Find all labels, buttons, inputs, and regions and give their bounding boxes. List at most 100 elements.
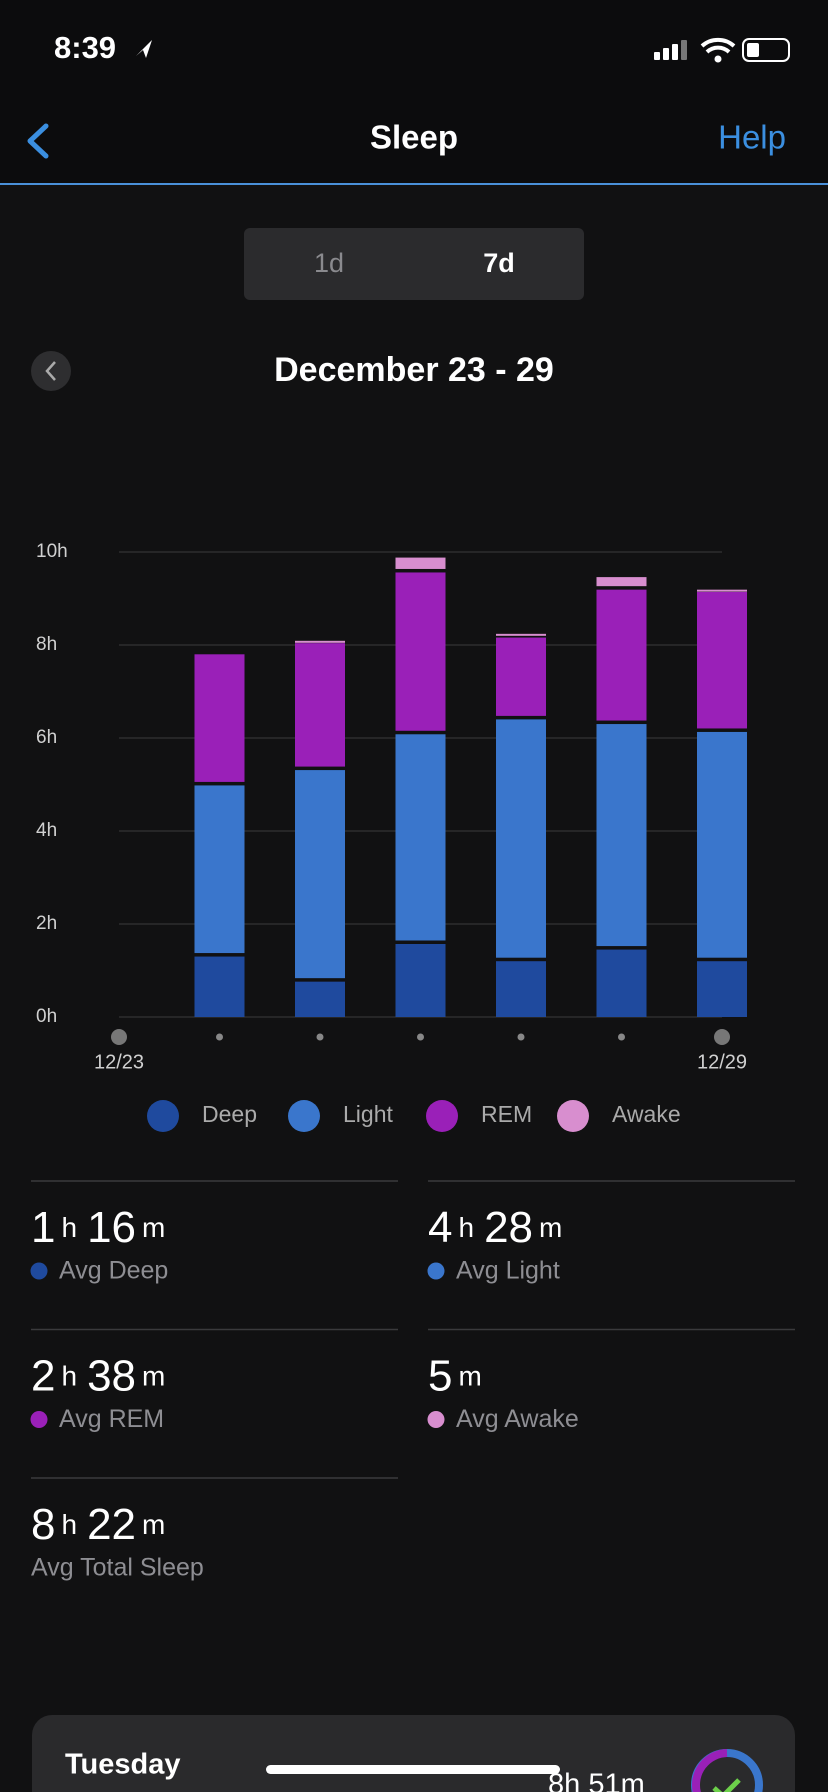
bar-segment [395,943,446,1017]
stat-label: Avg Deep [59,1257,168,1285]
legend-swatch [288,1100,320,1132]
y-tick-label: 10h [36,541,68,562]
card-total: 8h 51m [548,1769,645,1792]
stat-unit: h [61,1212,77,1243]
bar-segment [295,643,345,767]
stat-number: 8 [31,1500,55,1549]
prev-chevron [45,361,56,381]
header-bg [0,0,828,184]
stat-dot [30,1411,48,1428]
stat-label: Avg REM [59,1405,164,1433]
stat-label: Avg Awake [456,1405,579,1433]
legend-label: Deep [202,1101,257,1127]
header-title: Sleep [370,119,458,156]
y-tick-label: 4h [36,820,57,841]
bar-segment [697,731,747,958]
stat-unit: h [458,1212,474,1243]
stat-value: 8 h 22 m [31,1500,165,1549]
bar-segment [596,724,647,947]
wifi-dot [714,55,722,63]
bar-segment [395,734,446,941]
bar-segment [496,637,546,716]
day-dot [417,1033,424,1041]
stat-unit: m [539,1212,562,1243]
help-link[interactable]: Help [718,119,786,156]
stat-dot [427,1262,445,1280]
bar-segment [295,770,345,979]
bar-segment [596,949,647,1017]
stat-number: 1 [31,1203,55,1252]
stat-dot [30,1262,48,1280]
bar-segment [697,591,747,729]
stat-unit: m [142,1361,165,1392]
day-dot [714,1029,730,1045]
card-day: Tuesday [65,1749,181,1781]
day-dot [216,1033,223,1041]
stat-number: 16 [87,1203,136,1252]
y-tick-label: 2h [36,913,57,934]
stat-number: 38 [87,1351,136,1400]
legend-swatch [426,1100,458,1132]
battery-level [747,43,759,57]
legend-label: Awake [612,1101,681,1127]
stat-unit: m [142,1212,165,1243]
day-dot [517,1033,525,1041]
day-dot [618,1033,625,1041]
tab[interactable]: 1d [314,248,344,278]
stat-number: 28 [484,1203,533,1252]
location-icon [136,40,152,58]
stat-unit: m [142,1509,165,1540]
stat-unit: h [61,1361,77,1392]
stat-label: Avg Total Sleep [31,1554,204,1582]
stat-number: 4 [428,1203,452,1252]
card-ring-rem [691,1749,728,1792]
stat-dot [427,1411,445,1428]
bar-segment [697,961,747,1017]
stat-value: 4 h 28 m [428,1203,562,1252]
range-title: December 23 - 29 [274,351,554,389]
status-time: 8:39 [54,30,116,65]
legend-swatch [147,1100,179,1132]
day-dot [316,1033,324,1041]
bar-segment [496,633,546,636]
prev-button[interactable] [31,351,71,391]
day-dot [111,1029,127,1045]
y-tick-label: 6h [36,727,57,748]
bar-segment [395,557,446,569]
bar-segment [697,589,747,592]
x-tick-label: 12/23 [94,1051,144,1073]
day-card[interactable] [32,1715,795,1792]
bar-segment [596,589,647,721]
stat-value: 2 h 38 m [31,1351,165,1400]
x-tick-label: 12/29 [697,1051,747,1073]
stat-unit: m [458,1361,481,1392]
bar-segment [295,640,345,643]
stat-label: Avg Light [456,1257,560,1285]
tab-selected[interactable]: 7d [483,248,515,278]
card-check [712,1778,741,1792]
bar-segment [194,785,245,954]
bar-segment [395,572,446,731]
signal-icon [654,40,687,60]
legend-swatch [557,1100,589,1132]
bar-segment [194,956,245,1017]
bar-segment [194,654,245,782]
legend-label: REM [481,1101,532,1127]
stat-unit: h [61,1509,77,1540]
range-tabs [244,228,584,300]
card-bar [266,1765,560,1774]
back-button[interactable] [27,123,49,159]
stat-number: 22 [87,1500,136,1549]
stat-value: 1 h 16 m [31,1203,165,1252]
stat-number: 5 [428,1351,452,1400]
y-tick-label: 8h [36,634,57,655]
battery [742,38,790,62]
stat-number: 2 [31,1351,55,1400]
bar-segment [496,719,546,958]
bar-segment [295,981,345,1017]
bar-segment [496,961,546,1017]
wifi-icon [700,37,736,54]
legend-label: Light [343,1101,393,1127]
